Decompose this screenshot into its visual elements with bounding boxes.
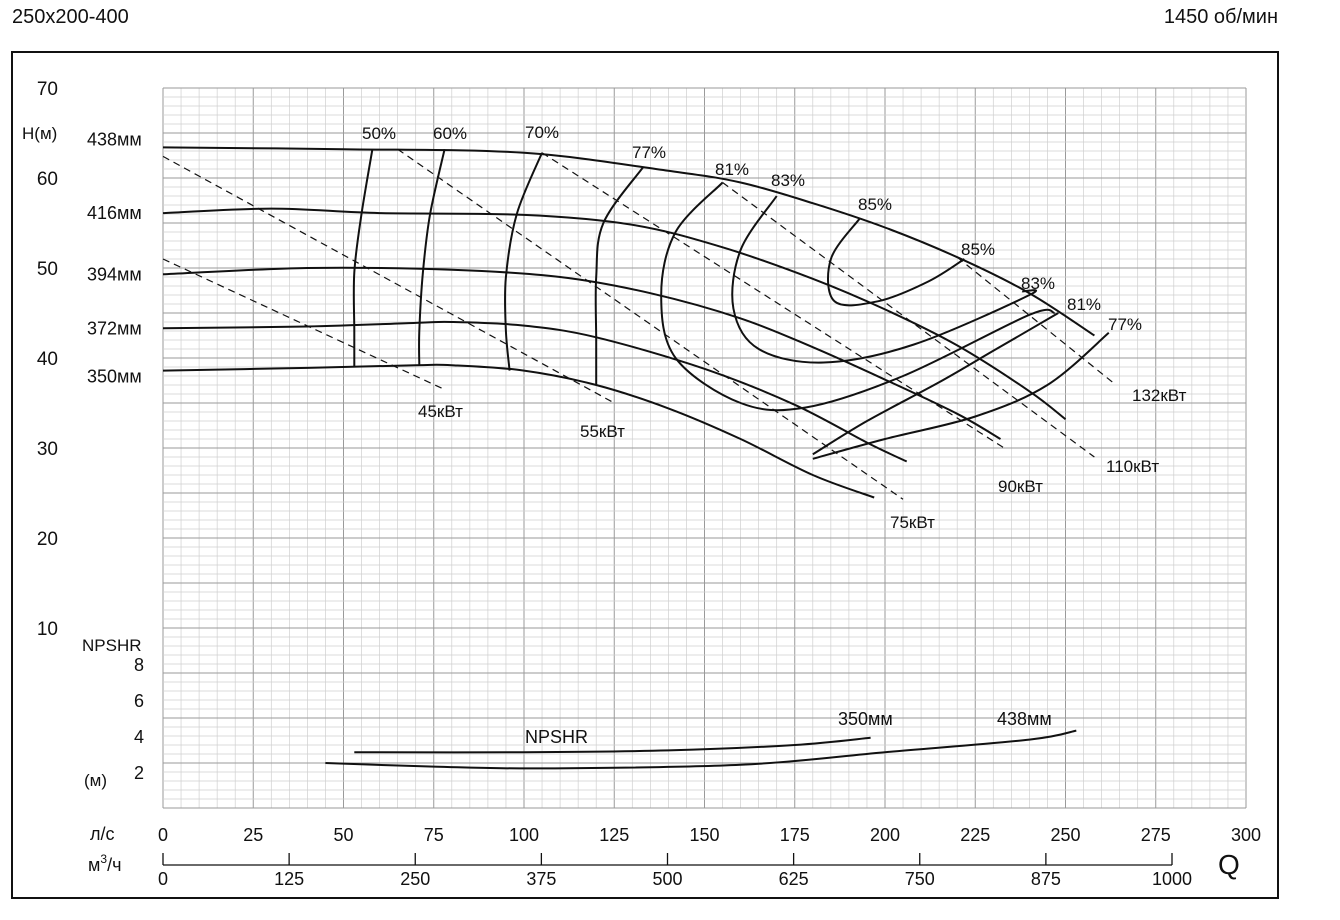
m3h-tick-label: 875 (1031, 869, 1061, 889)
head-curve (162, 146, 1095, 337)
speed-title: 1450 об/мин (1163, 6, 1278, 28)
efficiency-curve (812, 332, 1110, 460)
h-tick-label: 30 (37, 439, 58, 460)
efficiency-label: 83% (771, 171, 805, 190)
power-label: 90кВт (998, 477, 1043, 496)
model-title: 250x200-400 (12, 6, 129, 28)
m3h-tick-label: 750 (905, 869, 935, 889)
m3h-tick-label: 125 (274, 869, 304, 889)
efficiency-label: 50% (362, 124, 396, 143)
ls-tick-label: 150 (689, 825, 719, 845)
efficiency-label: 81% (715, 160, 749, 179)
power-label: 45кВт (418, 402, 463, 421)
power-label: 75кВт (890, 513, 935, 532)
ls-tick-label: 25 (243, 825, 263, 845)
m3h-tick-label: 500 (652, 869, 682, 889)
axes: 10 20 30 40 50 60 70 H(м) NPSHR 2 4 6 8 (м) л/с 0 25 50 75… (22, 79, 1261, 889)
power-label: 110кВт (1106, 457, 1159, 476)
ls-tick-label: 300 (1231, 825, 1261, 845)
q-axis-label: Q (1218, 849, 1240, 880)
npshr-curves: 350мм 438мм NPSHR (325, 709, 1077, 770)
npshr-curve-label: 438мм (997, 709, 1052, 729)
m3h-tick-label: 1000 (1152, 869, 1192, 889)
chart-frame (11, 51, 1279, 899)
npsh-tick-label: 4 (134, 727, 144, 747)
npsh-unit-label: (м) (84, 771, 107, 790)
h-tick-label: 70 (37, 79, 58, 100)
efficiency-curve (731, 195, 1038, 364)
efficiency-label: 81% (1067, 295, 1101, 314)
efficiency-label: 77% (632, 143, 666, 162)
power-line (397, 148, 904, 500)
npsh-tick-label: 8 (134, 655, 144, 675)
npshr-curve (325, 729, 1077, 770)
npsh-axis-label: NPSHR (82, 636, 142, 655)
head-curves: 438мм 416мм 394мм 372мм 350мм (87, 129, 1095, 499)
efficiency-label: 77% (1108, 315, 1142, 334)
efficiency-label: 60% (433, 124, 467, 143)
m3h-axis-label: м3/ч (88, 852, 121, 875)
ls-tick-label: 50 (333, 825, 353, 845)
efficiency-curve (503, 152, 543, 371)
m3h-tick-label: 375 (526, 869, 556, 889)
impeller-label: 372мм (87, 318, 142, 338)
npshr-series-label: NPSHR (525, 727, 588, 747)
power-lines: 45кВт 55кВт 75кВт 90кВт 110кВт 132кВт (162, 148, 1187, 532)
m3h-tick-label: 0 (158, 869, 168, 889)
m3h-tick-label: 625 (779, 869, 809, 889)
ls-tick-label: 125 (599, 825, 629, 845)
ls-tick-label: 200 (870, 825, 900, 845)
impeller-label: 394мм (87, 264, 142, 284)
h-axis-label: H(м) (22, 124, 57, 143)
impeller-label: 438мм (87, 129, 142, 149)
h-tick-label: 20 (37, 529, 58, 550)
efficiency-curve (660, 181, 1055, 412)
ls-tick-label: 275 (1141, 825, 1171, 845)
npshr-curve-label: 350мм (838, 709, 893, 729)
head-curve (162, 320, 908, 463)
m3h-tick-label: 250 (400, 869, 430, 889)
npshr-curve (354, 736, 871, 754)
efficiency-label: 85% (961, 240, 995, 259)
efficiency-curves: 50% 60% 70% 77% 81% 83% 85% 85% 83% 81% 77% (352, 123, 1142, 460)
npsh-tick-label: 6 (134, 691, 144, 711)
power-line (162, 258, 445, 391)
power-line (956, 256, 1117, 386)
impeller-label: 350мм (87, 367, 142, 387)
efficiency-curve (827, 217, 965, 307)
ls-tick-label: 0 (158, 825, 168, 845)
efficiency-curve (418, 148, 446, 366)
efficiency-curve (352, 149, 374, 367)
ls-tick-label: 100 (509, 825, 539, 845)
efficiency-label: 85% (858, 195, 892, 214)
power-label: 132кВт (1132, 386, 1187, 405)
efficiency-label: 83% (1021, 274, 1055, 293)
power-line (162, 155, 615, 404)
ls-tick-label: 175 (780, 825, 810, 845)
h-tick-label: 10 (37, 619, 58, 640)
ls-axis-label: л/с (90, 824, 115, 844)
ls-tick-label: 225 (960, 825, 990, 845)
efficiency-label: 70% (525, 123, 559, 142)
ls-tick-label: 250 (1050, 825, 1080, 845)
h-tick-label: 50 (37, 259, 58, 280)
npsh-tick-label: 2 (134, 763, 144, 783)
head-curve (162, 266, 1002, 440)
head-curve (162, 363, 875, 499)
h-tick-label: 40 (37, 349, 58, 370)
efficiency-curve (812, 312, 1059, 456)
efficiency-curve (594, 166, 644, 385)
grid (162, 87, 1247, 809)
impeller-label: 416мм (87, 203, 142, 223)
ls-tick-label: 75 (424, 825, 444, 845)
power-label: 55кВт (580, 422, 625, 441)
h-tick-label: 60 (37, 169, 58, 190)
